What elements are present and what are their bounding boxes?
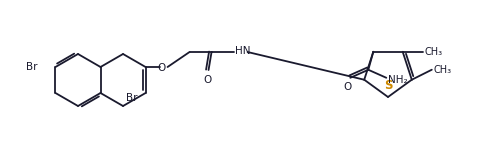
Text: O: O [204, 75, 212, 85]
Text: O: O [343, 82, 351, 92]
Text: Br: Br [126, 93, 138, 103]
Text: Br: Br [26, 62, 37, 72]
Text: O: O [157, 63, 166, 73]
Text: S: S [384, 79, 392, 92]
Text: HN: HN [235, 46, 250, 56]
Text: CH₃: CH₃ [424, 47, 443, 57]
Text: CH₃: CH₃ [434, 65, 452, 75]
Text: NH₂: NH₂ [388, 75, 408, 85]
